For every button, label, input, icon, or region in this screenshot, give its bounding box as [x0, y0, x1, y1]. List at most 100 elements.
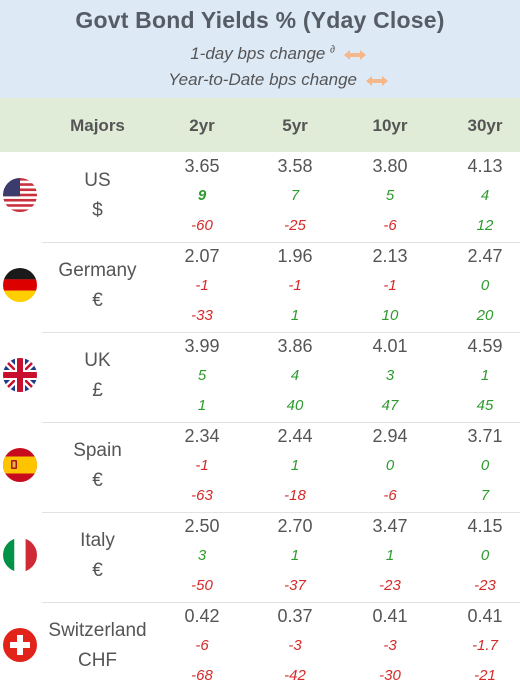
daily-change-30yr: -1.7 [472, 637, 498, 654]
daily-change-30yr: 0 [480, 547, 490, 564]
ytd-change-2yr: -50 [191, 577, 213, 594]
column-header-row: Majors 2yr 5yr 10yr 30yr [0, 98, 520, 152]
yield-30yr: 4.59 [467, 336, 503, 356]
ytd-change-10yr: 10 [381, 307, 399, 324]
daily-change-30yr: 4 [480, 187, 490, 204]
daily-change-2yr: 5 [197, 367, 207, 384]
table-row: UK £3.99 5 1 3.86 4 40 4.01 3 47 4.59 1 45 [0, 332, 520, 422]
ytd-change-10yr: 47 [381, 397, 399, 414]
legend-ytd-label: Year-to-Date bps change [168, 70, 357, 89]
table-row: Germany €2.07 -1 -33 1.96 -1 1 2.13 -1 10 2.47 0 20 [0, 242, 520, 332]
ytd-change-5yr: -18 [284, 487, 306, 504]
double-arrow-icon [343, 49, 366, 60]
yield-10yr: 0.41 [372, 606, 408, 626]
yield-30yr: 2.47 [467, 246, 503, 266]
currency-symbol: CHF [77, 650, 118, 671]
column-header-10yr: 10yr [372, 116, 408, 135]
italy-flag-icon [3, 538, 37, 572]
yield-2yr: 0.42 [184, 606, 220, 626]
title-banner: Govt Bond Yields % (Yday Close) 1-day bp… [0, 0, 520, 98]
switzerland-flag-icon [3, 628, 37, 662]
legend-daily: 1-day bps change ∂ [0, 44, 520, 64]
daily-change-2yr: 9 [197, 187, 207, 204]
currency-symbol: € [92, 560, 103, 581]
table-row: US $3.65 9 -60 3.58 7 -25 3.80 5 -6 4.13 4 12 [0, 152, 520, 242]
ytd-change-2yr: -68 [191, 667, 213, 684]
daily-change-10yr: -3 [383, 637, 397, 654]
yield-10yr: 2.94 [372, 426, 408, 446]
yield-2yr: 3.65 [184, 156, 220, 176]
country-name: US [84, 170, 111, 191]
yield-30yr: 0.41 [467, 606, 503, 626]
yield-5yr: 2.70 [277, 516, 313, 536]
country-name: Italy [80, 530, 115, 551]
daily-change-10yr: 0 [385, 457, 395, 474]
ytd-change-30yr: 45 [476, 397, 494, 414]
daily-change-5yr: 4 [290, 367, 300, 384]
ytd-change-30yr: 7 [480, 487, 490, 504]
row-divider [42, 332, 520, 333]
yield-10yr: 2.13 [372, 246, 408, 266]
column-header-majors: Majors [70, 116, 125, 135]
ytd-change-5yr: 1 [290, 307, 300, 324]
yield-2yr: 2.07 [184, 246, 220, 266]
country-name: Germany [58, 260, 137, 281]
yield-5yr: 2.44 [277, 426, 313, 446]
yield-2yr: 2.50 [184, 516, 220, 536]
us-flag-icon [3, 178, 37, 212]
ytd-change-30yr: 20 [476, 307, 494, 324]
daily-change-10yr: -1 [383, 277, 397, 294]
daily-change-5yr: -1 [288, 277, 302, 294]
table-row: Spain €2.34 -1 -63 2.44 1 -18 2.94 0 -6 3.71 0 7 [0, 422, 520, 512]
daily-change-10yr: 3 [385, 367, 395, 384]
daily-change-2yr: -1 [195, 277, 209, 294]
yield-2yr: 3.99 [184, 336, 220, 356]
daily-change-2yr: 3 [197, 547, 207, 564]
legend-daily-label: 1-day bps change [190, 44, 326, 63]
yield-10yr: 3.47 [372, 516, 408, 536]
daily-change-5yr: 1 [290, 547, 300, 564]
column-header-2yr: 2yr [189, 116, 215, 135]
daily-change-2yr: -6 [195, 637, 209, 654]
ytd-change-5yr: -42 [284, 667, 306, 684]
table-row: Switzerland CHF 0.42 -6 -68 0.37 -3 -42 0.41 -3 -3… [0, 602, 520, 689]
daily-change-5yr: 1 [290, 457, 300, 474]
daily-change-30yr: 1 [480, 367, 490, 384]
yield-30yr: 3.71 [467, 426, 503, 446]
legend-daily-mark: ∂ [330, 44, 336, 56]
row-divider [42, 422, 520, 423]
ytd-change-2yr: -63 [191, 487, 213, 504]
daily-change-2yr: -1 [195, 457, 209, 474]
yield-30yr: 4.13 [467, 156, 503, 176]
yield-2yr: 2.34 [184, 426, 220, 446]
ytd-change-30yr: 12 [476, 217, 494, 234]
yield-5yr: 3.86 [277, 336, 313, 356]
currency-symbol: $ [92, 200, 103, 221]
country-name: UK [84, 350, 111, 371]
ytd-change-10yr: -6 [383, 487, 397, 504]
ytd-change-10yr: -23 [379, 577, 401, 594]
column-header-30yr: 30yr [467, 116, 503, 135]
ytd-change-5yr: -37 [284, 577, 306, 594]
ytd-change-30yr: -21 [474, 667, 496, 684]
spain-flag-icon [3, 448, 37, 482]
daily-change-30yr: 0 [480, 277, 490, 294]
yield-5yr: 3.58 [277, 156, 313, 176]
ytd-change-2yr: -33 [191, 307, 213, 324]
daily-change-10yr: 5 [385, 187, 395, 204]
yield-5yr: 1.96 [277, 246, 313, 266]
germany-flag-icon [3, 268, 37, 302]
row-divider [42, 602, 520, 603]
row-divider [42, 242, 520, 243]
row-divider [42, 512, 520, 513]
ytd-change-5yr: 40 [286, 397, 304, 414]
country-name: Switzerland [48, 620, 147, 641]
daily-change-10yr: 1 [385, 547, 395, 564]
yield-10yr: 4.01 [372, 336, 408, 356]
ytd-change-30yr: -23 [474, 577, 496, 594]
ytd-change-2yr: -60 [191, 217, 213, 234]
ytd-change-2yr: 1 [197, 397, 207, 414]
yield-10yr: 3.80 [372, 156, 408, 176]
double-arrow-icon [365, 75, 388, 86]
ytd-change-10yr: -30 [379, 667, 401, 684]
